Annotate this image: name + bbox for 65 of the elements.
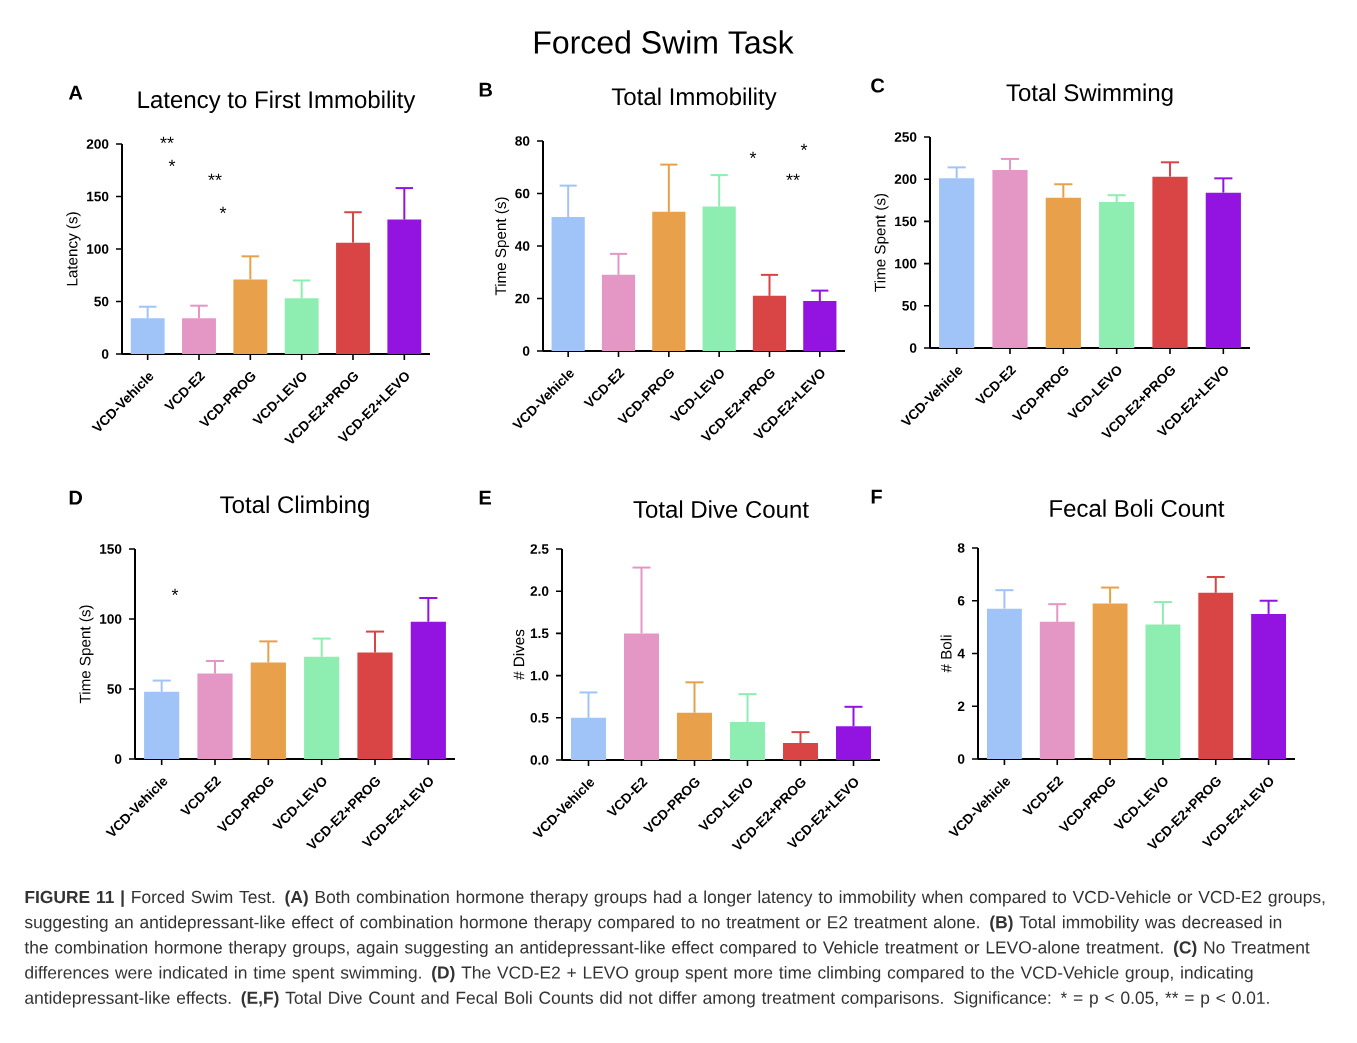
- text: differences were indicated in time spent swimming. (D) The VCD-E2 + LEVO group spent more time climbing compared to the VCD-Vehicle group, indicating: [25, 965, 1253, 983]
- y-axis-title: # Boli: [940, 635, 952, 673]
- y-tick-label: 250: [894, 132, 917, 142]
- text: E: [479, 490, 491, 505]
- text: FIGURE 11 | Forced Swim Test. (A) Both combination hormone therapy groups had a longer latency to immobility when compared to VCD-Vehicle or VCD-E2 groups,: [25, 890, 1325, 907]
- y-tick-label: 1.0: [530, 670, 549, 681]
- y-tick-label: 150: [87, 191, 109, 202]
- y-axis-title: Latency (s): [66, 212, 81, 286]
- y-tick-label: 150: [895, 216, 917, 227]
- y-axis-title: Time Spent (s): [874, 193, 889, 292]
- text: the combination hormone therapy groups, again suggesting an antidepressant-like effect compared to Vehicle treatment or LEVO-alone treatment. (C) No Treatment: [24, 940, 1310, 957]
- y-tick-label: 100: [895, 258, 917, 269]
- y-axis-title: Time Spent (s): [494, 197, 510, 296]
- text: D: [69, 490, 83, 505]
- y-tick-label: 0: [114, 754, 122, 764]
- y-tick-label: 60: [515, 188, 530, 199]
- chart-title: Total Immobility: [611, 87, 777, 110]
- y-tick-label: 8: [957, 543, 965, 553]
- y-tick-label: 80: [515, 136, 530, 146]
- text: Forced Swim Task: [534, 30, 794, 54]
- text: C: [871, 78, 885, 93]
- y-tick-label: 100: [87, 244, 109, 254]
- text: Significance: * = p < 0.05,: [953, 991, 1158, 1008]
- text: suggesting an antidepressant-like effect of combination hormone therapy compared to no treatment or E2 treatment alone. (B) Total immobility was decreased in: [24, 915, 1282, 932]
- y-tick-label: 0: [522, 346, 530, 356]
- y-tick-label: 100: [100, 614, 122, 624]
- text: ** = p < 0.01.: [1165, 991, 1269, 1008]
- y-tick-label: 1.5: [530, 628, 549, 639]
- y-tick-label: 2.0: [530, 586, 549, 596]
- text: antidepressant-like effects. (E,F) Total Dive Count and Fecal Boli Counts did not differ among treatment comparisons.: [25, 991, 943, 1008]
- annotation: **: [208, 173, 222, 181]
- annotation: *: [800, 143, 808, 151]
- text: B: [479, 82, 492, 97]
- text: F: [871, 489, 882, 504]
- text: A: [68, 85, 83, 100]
- y-tick-label: 50: [107, 684, 122, 694]
- y-tick-label: 0: [957, 754, 965, 764]
- y-tick-label: 4: [957, 648, 965, 659]
- y-axis-title: Time Spent (s): [79, 605, 94, 704]
- y-tick-label: 2: [957, 701, 965, 711]
- annotation: *: [219, 206, 227, 214]
- chart-title: Latency to First Immobility: [138, 90, 416, 113]
- y-tick-label: 50: [902, 300, 917, 311]
- chart-title: Fecal Boli Count: [1050, 499, 1225, 517]
- y-tick-label: 200: [86, 139, 109, 149]
- y-tick-label: 0.0: [530, 755, 549, 765]
- chart-title: Total Swimming: [1006, 83, 1173, 106]
- text: **: [160, 136, 174, 144]
- y-axis-title: # Dives: [513, 629, 525, 680]
- y-tick-label: 40: [515, 241, 530, 251]
- y-tick-label: 2.5: [530, 544, 549, 554]
- chart-title: Total Dive Count: [633, 500, 809, 518]
- y-tick-label: 20: [515, 293, 530, 304]
- y-tick-label: 0.5: [530, 712, 549, 723]
- y-tick-label: 6: [957, 595, 965, 606]
- y-tick-label: 0: [909, 343, 917, 353]
- y-tick-label: 0: [101, 349, 109, 359]
- annotation: *: [749, 151, 757, 159]
- y-tick-label: 50: [94, 296, 109, 307]
- annotation: *: [171, 588, 179, 596]
- annotation: *: [168, 159, 176, 167]
- y-tick-label: 200: [894, 174, 917, 184]
- chart-title: Total Climbing: [220, 495, 369, 518]
- y-tick-label: 150: [100, 544, 122, 554]
- annotation: **: [786, 173, 800, 181]
